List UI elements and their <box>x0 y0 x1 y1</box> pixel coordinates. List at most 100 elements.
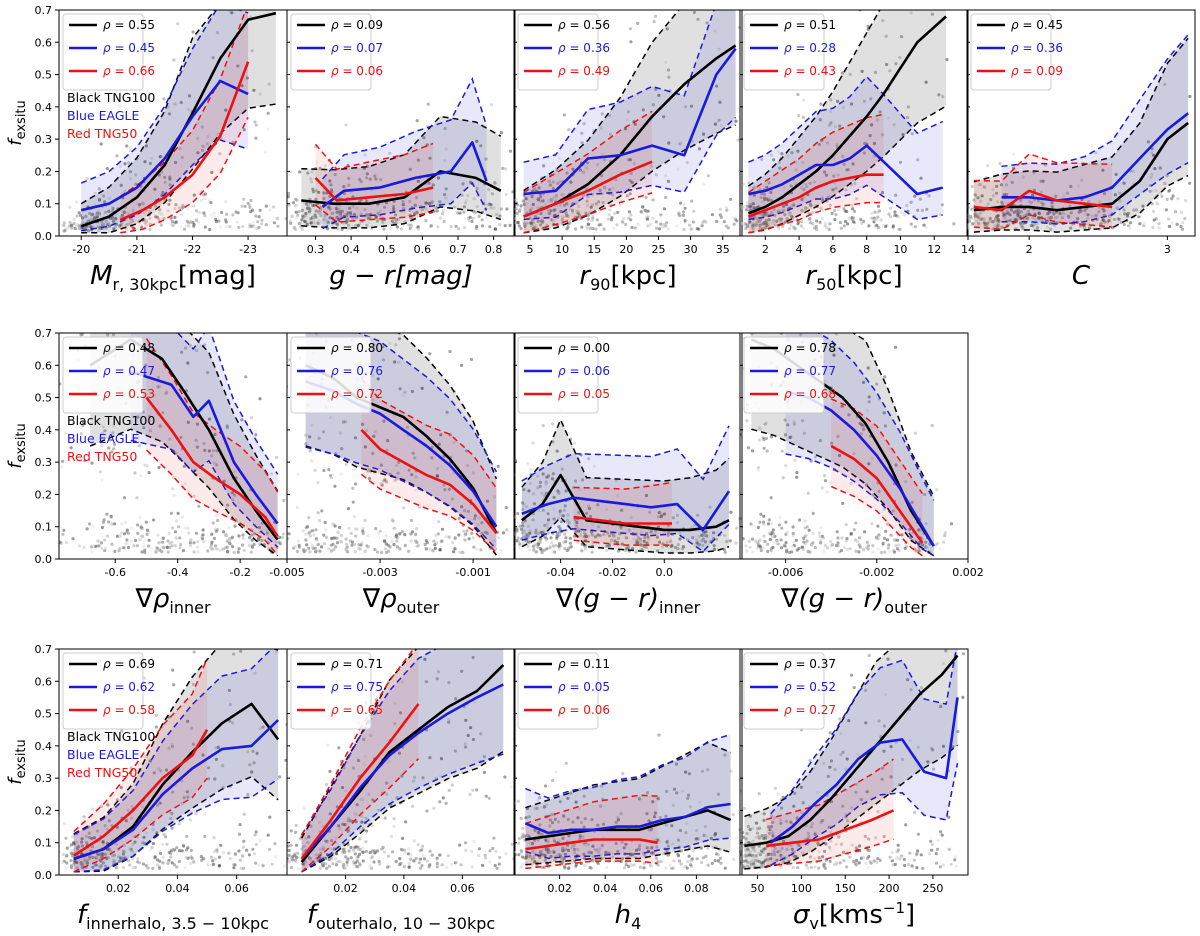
scatter-point <box>465 449 469 453</box>
scatter-point <box>400 774 404 778</box>
scatter-point <box>780 152 784 156</box>
scatter-point <box>584 211 588 215</box>
scatter-point <box>831 188 835 192</box>
scatter-point <box>484 216 488 220</box>
scatter-point <box>493 182 497 186</box>
scatter-point <box>337 218 341 222</box>
scatter-point <box>107 196 111 201</box>
scatter-point <box>815 219 819 223</box>
scatter-point <box>253 532 257 536</box>
scatter-point <box>337 204 341 208</box>
scatter-point <box>453 547 457 551</box>
scatter-point <box>213 432 217 437</box>
scatter-point <box>588 515 593 519</box>
scatter-point <box>528 482 533 486</box>
scatter-point <box>295 505 299 510</box>
scatter-point <box>129 219 133 223</box>
scatter-point <box>175 519 179 523</box>
scatter-point <box>471 655 475 660</box>
scatter-point <box>363 754 367 758</box>
scatter-point <box>514 207 518 211</box>
scatter-point <box>330 211 334 215</box>
scatter-point <box>104 219 108 223</box>
scatter-point <box>891 224 895 228</box>
scatter-point <box>214 217 218 222</box>
x-tick-label: 2 <box>1026 243 1033 256</box>
scatter-point <box>183 866 187 870</box>
scatter-point <box>1094 151 1098 155</box>
scatter-point <box>360 422 365 426</box>
scatter-point <box>863 530 867 534</box>
x-tick-label: -0.6 <box>104 566 125 579</box>
scatter-point <box>328 179 332 183</box>
y-tick-label: 0.2 <box>35 488 53 501</box>
scatter-point <box>510 476 513 479</box>
scatter-point <box>366 534 370 538</box>
scatter-point <box>862 151 866 155</box>
scatter-point <box>138 516 142 520</box>
scatter-point <box>345 860 349 864</box>
scatter-point <box>617 549 621 553</box>
scatter-point <box>347 526 351 530</box>
scatter-point <box>503 224 507 228</box>
scatter-point <box>298 170 302 174</box>
scatter-point <box>791 534 795 538</box>
scatter-point <box>643 535 647 540</box>
scatter-point <box>731 545 734 548</box>
panels-root: -20 -21 -22 -230.00.10.20.30.40.50.60.7fexs… <box>5 4 1196 933</box>
scatter-point <box>422 136 426 140</box>
scatter-point <box>206 135 210 139</box>
plot-area <box>59 10 287 234</box>
scatter-point <box>85 841 89 845</box>
scatter-point <box>148 227 152 231</box>
scatter-point <box>905 203 909 208</box>
red-band <box>573 482 672 546</box>
legend-rho-red: ρ = 0.58 <box>103 703 155 717</box>
scatter-point <box>613 211 617 215</box>
scatter-point <box>800 186 804 190</box>
scatter-point <box>315 539 319 543</box>
scatter-point <box>331 244 334 247</box>
scatter-point <box>545 522 550 526</box>
scatter-point <box>649 530 653 534</box>
scatter-point <box>547 210 551 214</box>
scatter-point <box>919 176 923 180</box>
blue-lower-dashed <box>81 139 249 232</box>
scatter-point <box>532 502 537 506</box>
scatter-point <box>1037 211 1041 215</box>
scatter-point <box>603 186 607 190</box>
scatter-point <box>170 223 174 227</box>
scatter-point <box>619 525 623 529</box>
scatter-point <box>610 216 614 220</box>
scatter-point <box>283 848 286 851</box>
scatter-point <box>600 112 604 116</box>
scatter-point <box>385 550 389 555</box>
scatter-point <box>446 854 450 858</box>
scatter-point <box>587 457 591 461</box>
scatter-point <box>877 533 881 537</box>
x-tick-label: 35 <box>716 243 730 256</box>
scatter-point <box>462 205 466 209</box>
scatter-point <box>892 550 897 554</box>
scatter-point <box>701 543 705 547</box>
scatter-point <box>471 471 475 475</box>
scatter-point <box>89 225 93 229</box>
scatter-point <box>129 766 133 770</box>
scatter-point <box>604 507 609 512</box>
scatter-point <box>844 539 848 543</box>
scatter-point <box>422 857 426 861</box>
scatter-point <box>808 181 812 185</box>
scatter-point <box>307 202 311 206</box>
scatter-point <box>796 92 800 97</box>
scatter-point <box>281 532 285 536</box>
scatter-point <box>515 527 519 531</box>
scatter-point <box>796 149 800 153</box>
scatter-point <box>102 518 106 522</box>
scatter-point <box>228 702 232 707</box>
scatter-point <box>818 439 822 443</box>
scatter-point <box>1101 218 1105 222</box>
scatter-cloud <box>740 10 956 231</box>
scatter-point <box>203 834 207 839</box>
scatter-point <box>811 511 815 515</box>
scatter-point <box>398 857 402 861</box>
